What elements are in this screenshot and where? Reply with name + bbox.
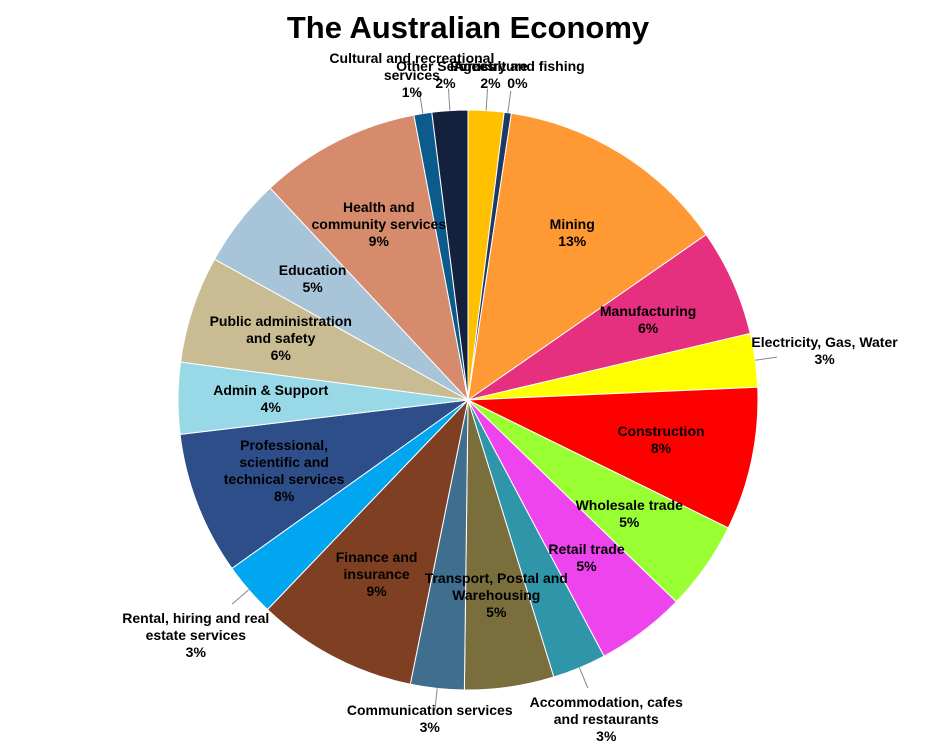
label-box: Construction 8%: [586, 405, 736, 475]
value-label: 3%: [814, 350, 835, 367]
data-label: Professional, scientific and technical s…: [209, 436, 359, 506]
category-label: Rental, hiring and real estate services: [122, 610, 270, 644]
pie-slice: [269, 114, 469, 402]
category-label: Mining: [549, 215, 595, 232]
category-label: Retail trade: [548, 540, 625, 557]
value-label: 9%: [368, 232, 389, 249]
category-label: Education: [278, 261, 347, 278]
value-label: 4%: [260, 398, 281, 415]
value-label: 0%: [507, 75, 528, 91]
value-label: 9%: [366, 583, 387, 600]
value-label: 6%: [637, 319, 659, 336]
value-label: 1%: [401, 83, 422, 100]
label-box: Communication services 3%: [340, 684, 520, 754]
label-box: Education 5%: [238, 244, 388, 314]
label-box: Accommodation, cafes and restaurants 3%: [516, 684, 696, 754]
label-box: Public administration and safety 6%: [206, 303, 356, 373]
leader-line: [418, 91, 424, 114]
value-label: 3%: [419, 719, 440, 735]
category-label: Electricity, Gas, Water: [751, 333, 898, 350]
value-label: 5%: [302, 278, 323, 295]
label-box: Retail trade 5%: [511, 523, 661, 593]
category-label: Cultural and recreational services: [329, 49, 495, 83]
category-label: Communication services: [346, 702, 513, 718]
label-box: Mining 13%: [497, 198, 647, 268]
leader-line: [447, 88, 451, 111]
category-label: Agriculture: [453, 58, 528, 74]
pie-slice: [431, 109, 469, 401]
label-box: Rental, hiring and real estate services 3…: [106, 601, 286, 671]
leader-line: [755, 356, 778, 361]
category-label: Transport, Postal and Warehousing: [424, 569, 568, 603]
category-label: Public administration and safety: [209, 312, 352, 346]
value-label: 5%: [619, 513, 640, 530]
pie-slice: [266, 398, 469, 685]
chart-title: The Australian Economy: [287, 10, 650, 45]
pie-slice: [179, 399, 469, 570]
leader-line: [434, 688, 438, 711]
value-label: 3%: [185, 644, 206, 661]
data-label: Rental, hiring and real estate services3…: [106, 601, 286, 671]
category-label: Manufacturing: [599, 302, 697, 319]
value-label: 5%: [486, 603, 507, 620]
label-box: Health and community services 9%: [304, 189, 454, 259]
label-box: Cultural and recreational services 1%: [322, 40, 502, 110]
label-box: Forestry and fishing 0%: [427, 40, 607, 110]
value-label: 6%: [270, 346, 291, 363]
category-label: Health and community services: [311, 198, 447, 232]
leader-line: [507, 90, 512, 113]
leader-line: [231, 589, 250, 605]
value-label: 5%: [576, 557, 597, 574]
pie-slice: [467, 386, 759, 529]
value-label: 13%: [558, 232, 587, 249]
label-box: Admin & Support 4%: [196, 364, 346, 434]
label-box: Professional, scientific and technical s…: [209, 436, 359, 506]
pie-slice: [467, 112, 707, 402]
value-label: 2%: [480, 75, 501, 91]
category-label: Other Services: [396, 58, 495, 74]
leader-line: [485, 88, 489, 111]
value-label: 8%: [650, 440, 672, 457]
category-label: Admin & Support: [213, 381, 329, 398]
category-label: Professional, scientific and technical s…: [223, 437, 345, 488]
category-label: Finance and insurance: [335, 549, 418, 583]
label-box: Other Services 2%: [355, 40, 535, 110]
leader-line: [578, 667, 589, 689]
category-label: Wholesale trade: [575, 496, 683, 513]
label-box: Wholesale trade 5%: [554, 479, 704, 549]
category-label: Accommodation, cafes and restaurants: [529, 693, 683, 727]
category-label: Construction: [617, 423, 705, 440]
label-box: Finance and insurance 9%: [302, 540, 452, 610]
value-label: 2%: [435, 75, 456, 91]
value-label: 8%: [273, 488, 295, 505]
label-box: Manufacturing 6%: [573, 285, 723, 355]
label-box: Agriculture 2%: [401, 40, 581, 110]
label-box: Transport, Postal and Warehousing 5%: [421, 560, 571, 630]
label-box: Electricity, Gas, Water 3%: [735, 316, 915, 386]
value-label: 3%: [596, 727, 617, 744]
category-label: Forestry and fishing: [450, 58, 585, 74]
